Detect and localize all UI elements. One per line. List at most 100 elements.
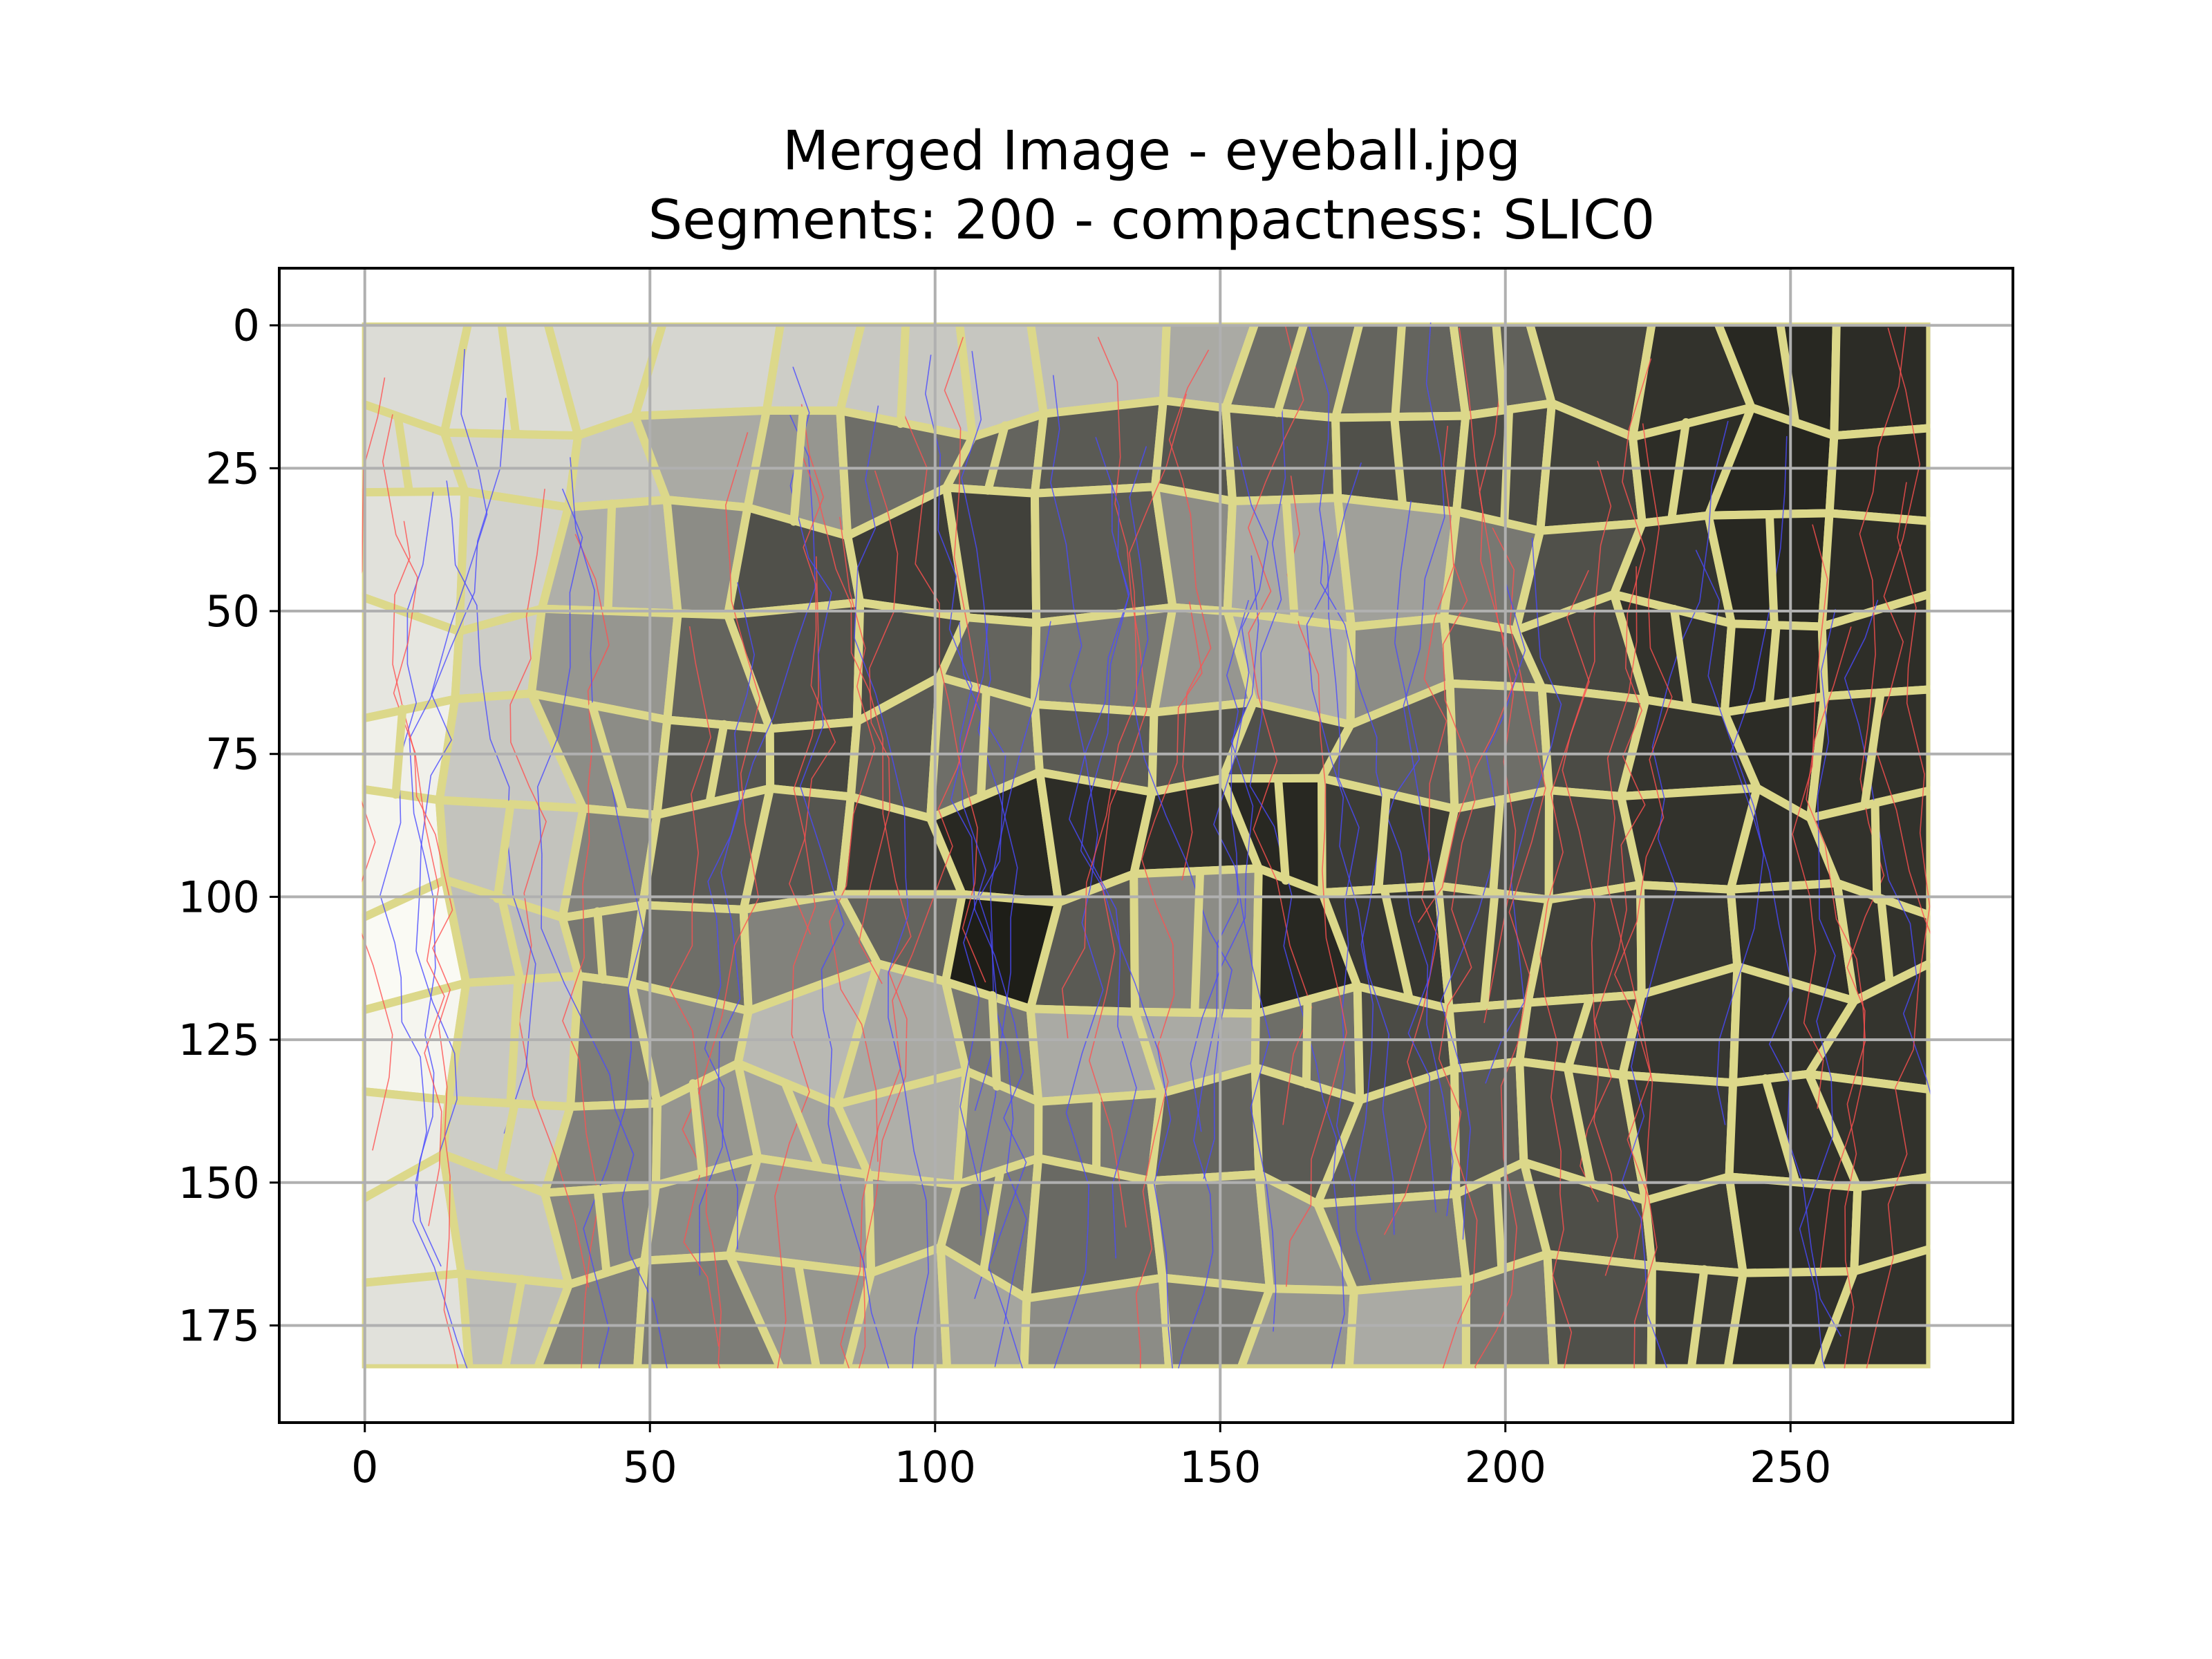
contour-line: [800, 450, 912, 1369]
contour-line: [1614, 423, 1673, 1369]
segment-cell: [1221, 404, 1342, 505]
contour-line: [829, 516, 879, 1162]
contour-line: [1562, 460, 1618, 1276]
contour-line: [1080, 437, 1173, 1369]
contour-line: [1866, 482, 1931, 1369]
contour-line: [382, 414, 445, 1226]
segment-boundaries: [391, 322, 1894, 1369]
segment-boundary: [1273, 322, 1309, 418]
contour-line: [1383, 425, 1454, 1235]
y-tick-label: 175: [178, 1300, 260, 1351]
contour-line: [1061, 393, 1188, 1040]
segment-boundary: [1669, 605, 1692, 711]
segment-boundary: [1489, 795, 1505, 897]
contour-line: [854, 405, 930, 1369]
y-tick-label: 75: [205, 729, 260, 780]
segment-cell: [1543, 1250, 1656, 1369]
segment-boundary: [789, 406, 807, 526]
segment-boundary: [593, 907, 607, 984]
contour-line: [1438, 563, 1478, 1369]
y-tick-label: 0: [233, 301, 260, 351]
contour-line: [1539, 570, 1590, 1369]
contour-line: [570, 457, 644, 1369]
contour-line: [1249, 403, 1345, 1369]
contour-line: [1320, 540, 1454, 1217]
segment-cell: [1830, 322, 1931, 440]
segment-boundary: [1092, 1093, 1101, 1174]
segment-cell: [765, 717, 861, 801]
segment-cell: [1030, 482, 1177, 628]
contour-line: [774, 556, 820, 1369]
segment-boundary: [1480, 888, 1499, 1010]
segment-boundary: [588, 702, 628, 816]
segment-boundary: [1687, 1265, 1709, 1369]
segment-boundary: [1765, 621, 1781, 709]
contour-line: [858, 470, 899, 984]
segment-boundary: [1860, 688, 1885, 809]
segment-cell: [1237, 1284, 1358, 1369]
segment-boundary: [705, 720, 729, 806]
segment-boundary: [1274, 774, 1290, 885]
segment-boundary: [1775, 322, 1800, 426]
segment-cell: [1725, 1172, 1862, 1277]
contour-line: [1792, 524, 1828, 1109]
segment-cell: [1804, 1069, 1931, 1192]
contour-line: [415, 348, 488, 1152]
contour-line: [1069, 482, 1137, 1259]
segment-boundary: [1390, 413, 1407, 509]
segment-boundary: [794, 1259, 821, 1369]
segment-cell: [1461, 1250, 1558, 1369]
y-tick-label: 125: [178, 1015, 260, 1065]
segment-cell: [1031, 603, 1177, 717]
contour-line: [1247, 326, 1313, 1125]
contour-line: [1403, 322, 1445, 1212]
y-tick-label: 150: [178, 1158, 260, 1208]
x-tick-label: 200: [1465, 1442, 1546, 1492]
segment-cell: [1524, 881, 1646, 1007]
segment-cell: [725, 1251, 876, 1369]
x-tick-label: 150: [1179, 1442, 1261, 1492]
axis-ticks: 0 50 100 150 200 250 0 25 50 75 100 125 150 175: [178, 301, 1832, 1492]
segment-boundary: [1492, 322, 1508, 414]
x-tick-label: 50: [623, 1442, 677, 1492]
contour-line: [1695, 550, 1765, 1125]
segment-boundary: [1282, 495, 1299, 624]
contour-line: [789, 366, 890, 1369]
contour-line: [1872, 327, 1931, 935]
segment-boundary: [500, 1275, 526, 1369]
x-tick-label: 100: [894, 1442, 976, 1492]
segment-boundary: [498, 894, 525, 984]
contour-line: [446, 480, 536, 1134]
chart-title: Merged Image - eyeball.jpg: [782, 120, 1521, 182]
segment-boundary: [496, 1099, 519, 1178]
contour-line: [536, 488, 668, 1369]
segment-cell: [1812, 1244, 1931, 1369]
segment-boundary: [1563, 1064, 1595, 1186]
segment-boundary: [1391, 322, 1407, 421]
segment-boundary: [506, 975, 523, 1108]
segment-cell: [362, 1269, 474, 1369]
segment-cell: [1825, 424, 1931, 525]
contour-line: [509, 489, 590, 1288]
segment-boundary: [979, 1167, 1005, 1277]
contour-line: [1806, 626, 1866, 1369]
segment-boundary: [1765, 510, 1779, 630]
y-tick-label: 25: [205, 443, 260, 494]
contour-line: [392, 521, 459, 1369]
contour-line: [1353, 500, 1421, 1281]
y-tick-label: 50: [205, 586, 260, 637]
contour-line: [1474, 527, 1546, 1369]
segment-boundary: [497, 322, 521, 438]
contour-line: [1621, 420, 1729, 1368]
segmented-image: [362, 322, 1931, 1369]
contour-line: [1088, 337, 1147, 1228]
contour-line: [989, 621, 1051, 1367]
segment-cell: [533, 1256, 649, 1369]
segment-boundary: [1871, 800, 1882, 904]
segment-cell: [630, 322, 785, 420]
segment-cell: [1158, 1273, 1274, 1369]
contour-line: [1440, 583, 1526, 1240]
contour-line: [840, 337, 980, 1369]
segment-cell: [1146, 1170, 1274, 1293]
